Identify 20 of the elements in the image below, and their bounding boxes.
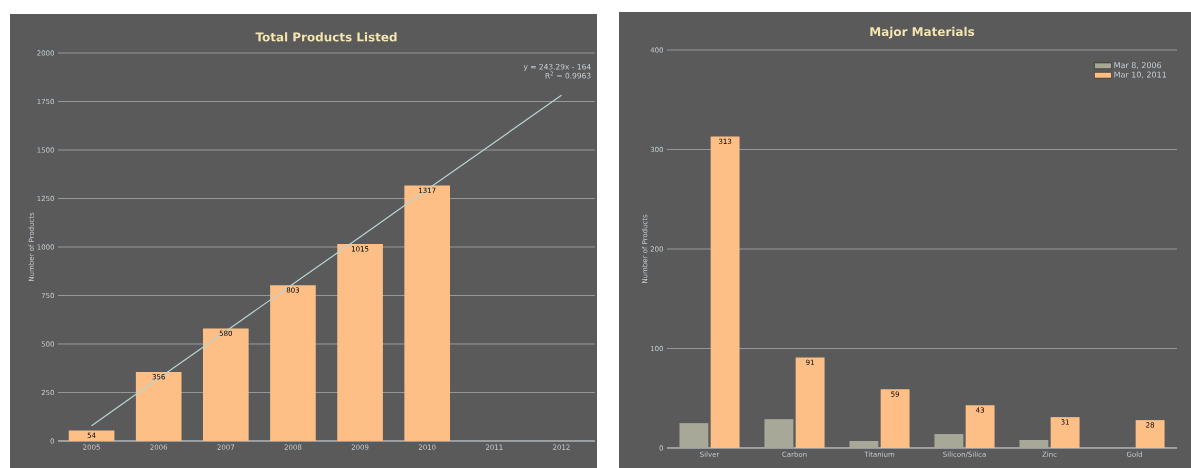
bar	[1019, 440, 1049, 448]
bar	[203, 328, 249, 441]
bar	[880, 389, 910, 448]
bar	[795, 357, 825, 448]
bar	[68, 430, 115, 441]
bar	[270, 285, 316, 441]
bar	[710, 136, 740, 448]
bar	[679, 423, 709, 448]
bar	[135, 371, 182, 441]
line-series	[90, 94, 563, 427]
bar	[404, 185, 451, 441]
bar	[849, 441, 879, 448]
bar	[934, 434, 964, 448]
bar	[1135, 420, 1165, 448]
chart-title: Total Products Listed	[255, 32, 397, 42]
bar	[764, 419, 794, 448]
chart-title: Major Materials	[870, 26, 975, 39]
bar	[965, 405, 995, 448]
bar	[337, 244, 383, 441]
bar	[1050, 417, 1080, 448]
